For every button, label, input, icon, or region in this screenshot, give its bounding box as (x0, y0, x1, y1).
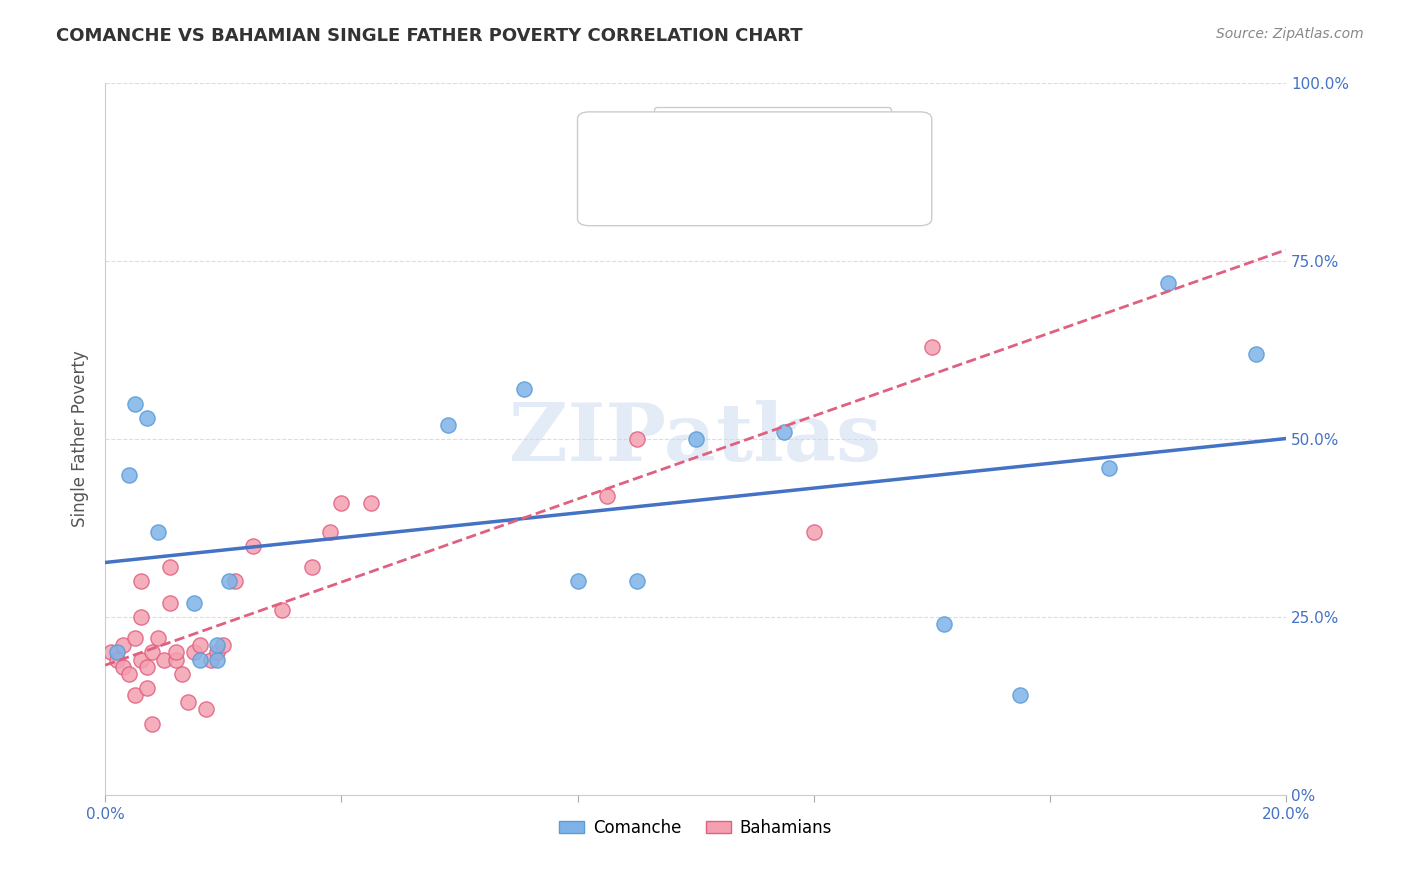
Point (183, 596, 205, 610)
Point (207, 652, 229, 666)
Point (921, 340, 943, 354)
Point (360, 496, 382, 510)
Point (148, 632, 170, 646)
Point (105, 645, 128, 659)
Point (129, 652, 152, 666)
Point (567, 574, 589, 589)
Y-axis label: Single Father Poverty: Single Father Poverty (72, 351, 89, 527)
Point (135, 659, 157, 673)
Point (129, 610, 152, 624)
Point (207, 638, 229, 652)
Point (301, 560, 323, 574)
Point (224, 574, 246, 589)
Point (242, 539, 264, 553)
Point (118, 666, 141, 681)
Text: Source: ZipAtlas.com: Source: ZipAtlas.com (1216, 27, 1364, 41)
Point (212, 638, 235, 652)
Point (159, 596, 181, 610)
Point (218, 574, 240, 589)
Point (1246, 347, 1268, 361)
Point (207, 645, 229, 659)
Point (932, 617, 955, 632)
Point (330, 496, 353, 510)
Point (318, 524, 340, 539)
Text: ZIPatlas: ZIPatlas (509, 401, 882, 478)
Point (153, 652, 176, 666)
Point (100, 645, 122, 659)
Point (436, 417, 458, 432)
Point (183, 645, 205, 659)
Point (141, 716, 163, 731)
Point (188, 652, 211, 666)
Point (135, 681, 157, 695)
Point (626, 574, 648, 589)
Point (124, 396, 146, 410)
Point (124, 688, 146, 702)
Legend: Comanche, Bahamians: Comanche, Bahamians (553, 812, 838, 843)
Point (148, 524, 170, 539)
Text: COMANCHE VS BAHAMIAN SINGLE FATHER POVERTY CORRELATION CHART: COMANCHE VS BAHAMIAN SINGLE FATHER POVER… (56, 27, 803, 45)
Point (135, 410, 157, 425)
Point (188, 638, 211, 652)
Point (803, 524, 825, 539)
Point (194, 702, 217, 716)
FancyBboxPatch shape (578, 112, 932, 226)
Point (1157, 276, 1180, 290)
Point (596, 489, 619, 503)
Point (513, 382, 536, 396)
Point (111, 638, 134, 652)
Point (773, 425, 796, 439)
Point (111, 659, 134, 673)
Point (165, 645, 187, 659)
Point (118, 467, 141, 482)
Point (1010, 688, 1032, 702)
Point (124, 632, 146, 646)
Point (200, 652, 222, 666)
Point (141, 645, 163, 659)
Point (170, 666, 193, 681)
Point (626, 432, 648, 446)
Point (177, 695, 200, 709)
Point (685, 432, 707, 446)
Point (1098, 460, 1121, 475)
Point (159, 560, 181, 574)
Point (165, 652, 187, 666)
Point (271, 603, 294, 617)
Point (129, 574, 152, 589)
Point (105, 652, 128, 666)
